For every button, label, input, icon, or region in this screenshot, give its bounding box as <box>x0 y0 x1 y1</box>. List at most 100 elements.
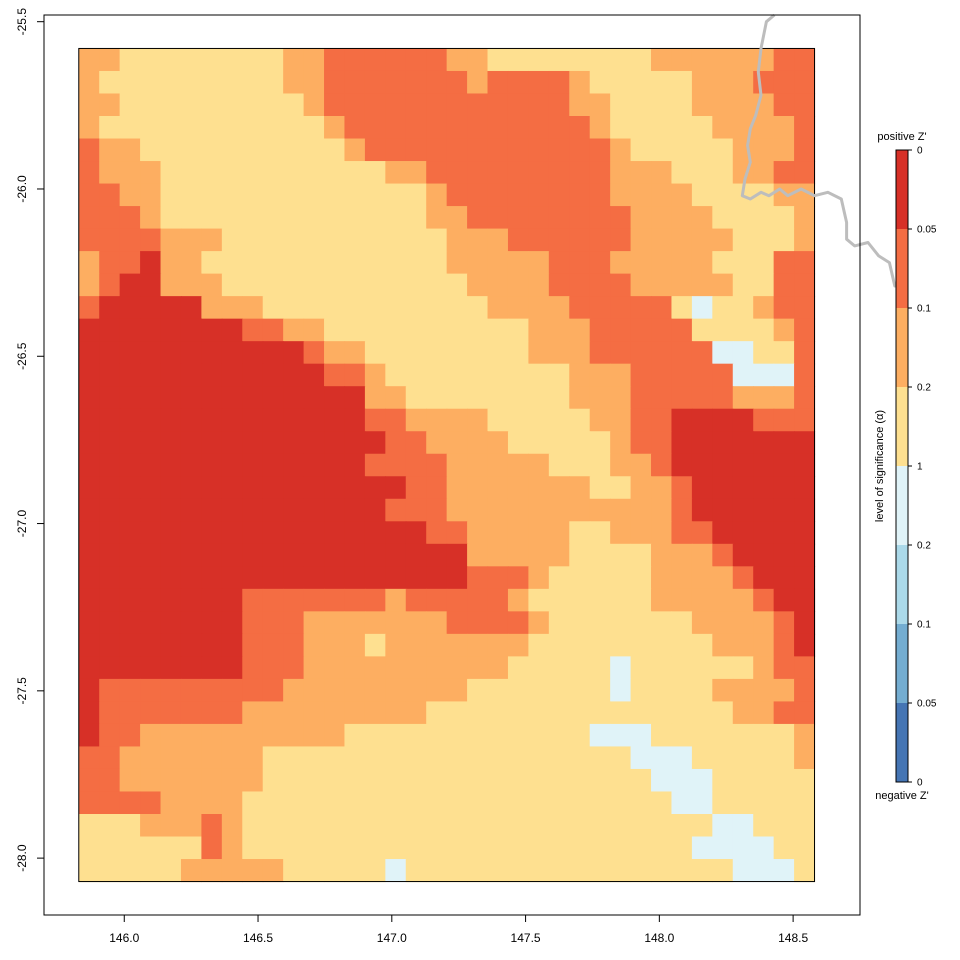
legend-tick-label: 0 <box>917 778 923 789</box>
raster-cell <box>364 521 386 545</box>
raster-cell <box>630 859 652 883</box>
raster-cell <box>732 566 754 590</box>
raster-cell <box>671 588 693 612</box>
raster-cell <box>794 408 816 432</box>
raster-cell <box>180 206 203 230</box>
legend-tick-label: 0.1 <box>917 304 931 315</box>
raster-cell <box>426 251 448 275</box>
raster-cell <box>528 386 550 410</box>
raster-cell <box>610 633 632 657</box>
raster-cell <box>283 116 305 140</box>
raster-cell <box>221 93 243 117</box>
raster-cell <box>221 814 243 838</box>
raster-cell <box>446 138 468 162</box>
raster-cell <box>242 70 264 95</box>
raster-cell <box>344 228 366 252</box>
raster-cell <box>548 723 570 748</box>
raster-cell <box>630 183 652 207</box>
raster-cell <box>303 588 325 612</box>
raster-cell <box>242 836 264 860</box>
raster-cell <box>140 183 162 207</box>
raster-cell <box>712 431 734 455</box>
raster-cell <box>324 768 346 793</box>
x-tick-label: 146.5 <box>243 931 273 945</box>
raster-cell <box>507 386 529 410</box>
raster-cell <box>221 678 243 703</box>
raster-cell <box>691 791 713 815</box>
raster-cell <box>651 341 673 365</box>
raster-cell <box>487 678 509 703</box>
raster-cell <box>610 791 632 815</box>
raster-cell <box>610 498 632 522</box>
raster-cell <box>589 588 611 612</box>
raster-cell <box>630 386 652 410</box>
raster-cell <box>651 543 673 567</box>
raster-cell <box>426 611 448 635</box>
raster-cell <box>671 431 693 455</box>
raster-cell <box>691 431 713 455</box>
raster-cell <box>671 318 693 342</box>
raster-cell <box>753 723 775 748</box>
raster-cell <box>589 476 611 500</box>
raster-cell <box>446 408 468 432</box>
raster-cell <box>691 341 713 365</box>
raster-cell <box>671 476 693 500</box>
raster-cell <box>528 273 550 297</box>
raster-cell <box>344 768 366 793</box>
raster-cell <box>262 701 284 725</box>
raster-cell <box>303 791 325 815</box>
raster-cell <box>385 498 407 522</box>
raster-cell <box>507 498 529 522</box>
raster-cell <box>794 296 816 320</box>
raster-cell <box>569 48 591 72</box>
raster-cell <box>201 341 223 365</box>
raster-cell <box>589 386 611 410</box>
raster-cell <box>119 768 141 793</box>
raster-cell <box>324 678 346 703</box>
raster-cell <box>610 116 632 140</box>
raster-cell <box>630 48 652 72</box>
raster-cell <box>262 431 284 455</box>
raster-cell <box>140 678 162 703</box>
raster-cell <box>180 318 203 342</box>
raster-cell <box>487 633 509 657</box>
raster-cell <box>364 363 386 387</box>
raster-cell <box>324 611 346 635</box>
raster-cell <box>487 386 509 410</box>
raster-cell <box>528 228 550 252</box>
raster-cell <box>78 318 100 342</box>
raster-cell <box>610 386 632 410</box>
raster-cell <box>712 70 734 95</box>
raster-cell <box>651 183 673 207</box>
raster-cell <box>201 228 223 252</box>
raster-cell <box>732 543 754 567</box>
raster-cell <box>201 611 223 635</box>
raster-cell <box>201 791 223 815</box>
raster-cell <box>385 453 407 477</box>
raster-cell <box>405 228 427 252</box>
raster-cell <box>569 791 591 815</box>
raster-cell <box>691 814 713 838</box>
raster-cell <box>78 206 100 230</box>
raster-cell <box>344 70 366 95</box>
raster-cell <box>242 476 264 500</box>
raster-cell <box>180 611 203 635</box>
raster-cell <box>364 566 386 590</box>
raster-cell <box>385 318 407 342</box>
raster-cell <box>242 498 264 522</box>
raster-cell <box>712 408 734 432</box>
raster-cell <box>651 566 673 590</box>
raster-cell <box>262 228 284 252</box>
legend-color-band <box>896 466 908 546</box>
raster-cell <box>426 363 448 387</box>
raster-cell <box>344 836 366 860</box>
raster-cell <box>753 228 775 252</box>
raster-cell <box>528 521 550 545</box>
raster-cell <box>773 341 795 365</box>
raster-cell <box>610 566 632 590</box>
raster-cell <box>119 228 141 252</box>
raster-cell <box>221 453 243 477</box>
raster-cell <box>385 70 407 95</box>
raster-cell <box>405 93 427 117</box>
raster-cell <box>140 476 162 500</box>
